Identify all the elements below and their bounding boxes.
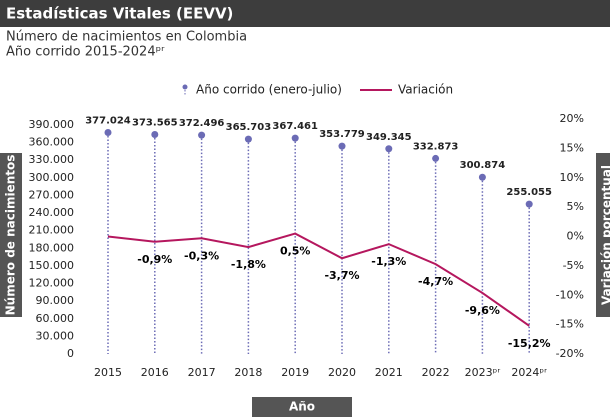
chart-subtitle: Año corrido 2015-2024ᵖʳ: [6, 45, 165, 60]
y-tick-label: 120.000: [29, 277, 75, 290]
y2-tick-label: 0%: [567, 230, 584, 243]
y2-tick-label: -20%: [556, 347, 584, 360]
data-label: -3,7%: [324, 269, 359, 282]
y2-tick-label: 20%: [560, 112, 584, 125]
y2-tick-label: 10%: [560, 171, 584, 184]
y-tick-label: 330.000: [29, 153, 75, 166]
legend-dot: [182, 84, 188, 90]
dot: [151, 131, 159, 139]
y2-axis-label: Variación porcentual: [600, 165, 610, 305]
dot: [198, 131, 206, 139]
x-tick-label: 2015: [94, 366, 122, 379]
dot: [338, 142, 346, 150]
x-label-box: [252, 397, 352, 417]
data-label: 377.024: [85, 115, 131, 126]
y2-tick-label: -5%: [563, 259, 584, 272]
x-tick-label: 2023ᵖʳ: [465, 366, 501, 379]
data-label: 300.874: [460, 160, 506, 171]
y2-tick-label: -10%: [556, 288, 584, 301]
y2-tick-label: -15%: [556, 318, 584, 331]
dot: [525, 200, 533, 208]
line: [107, 232, 530, 327]
x-tick-label: 2016: [141, 366, 169, 379]
data-label: 365.703: [226, 122, 272, 133]
x-tick-label: 2018: [234, 366, 262, 379]
dot: [104, 128, 112, 136]
data-label: 0,5%: [280, 245, 311, 258]
y-tick-label: 390.000: [29, 118, 75, 131]
data-label: 332.873: [413, 141, 459, 152]
data-label: 372.496: [179, 118, 225, 129]
legend-label: Variación: [398, 83, 453, 97]
y-tick-label: 0: [67, 347, 74, 360]
x-tick-label: 2024ᵖʳ: [511, 366, 547, 379]
header-bar: [0, 0, 610, 27]
y-tick-label: 240.000: [29, 206, 75, 219]
header: Estadísticas Vitales (EEVV): [6, 5, 233, 23]
data-label: -0,9%: [137, 253, 172, 266]
x-axis-label: Año: [289, 400, 315, 414]
data-label: -1,8%: [231, 258, 266, 271]
data-label: -9,6%: [465, 304, 500, 317]
data-label: 367.461: [272, 121, 318, 132]
x-tick-label: 2022: [422, 366, 450, 379]
x-tick-label: 2020: [328, 366, 356, 379]
y-tick-label: 270.000: [29, 188, 75, 201]
legend-label: Año corrido (enero-julio): [196, 83, 342, 97]
data-label: -1,3%: [371, 255, 406, 268]
dot: [385, 145, 393, 153]
y-tick-label: 180.000: [29, 241, 75, 254]
dot: [291, 134, 299, 142]
data-label: -4,7%: [418, 275, 453, 288]
data-label: 349.345: [366, 132, 412, 143]
y-axis-label: Número de nacimientos: [4, 155, 18, 316]
y2-tick-label: 5%: [567, 200, 584, 213]
dot: [478, 173, 486, 181]
y2-label-box: [596, 153, 610, 317]
data-label: 373.565: [132, 118, 178, 129]
data-label: -15,2%: [508, 337, 551, 350]
x-tick-label: 2019: [281, 366, 309, 379]
data-label: 353.779: [319, 129, 365, 140]
chart-title: Número de nacimientos en Colombia: [6, 30, 247, 45]
data-label: -0,3%: [184, 249, 219, 262]
x-tick-label: 2021: [375, 366, 403, 379]
y-tick-label: 210.000: [29, 224, 75, 237]
y-tick-label: 90.000: [36, 294, 75, 307]
y-tick-label: 30.000: [36, 329, 75, 342]
y-tick-label: 300.000: [29, 171, 75, 184]
y2-tick-label: 15%: [560, 141, 584, 154]
dot: [432, 154, 440, 162]
dot: [244, 135, 252, 143]
y-label-box: [0, 153, 22, 317]
y-tick-label: 60.000: [36, 312, 75, 325]
y-tick-label: 360.000: [29, 136, 75, 149]
x-tick-label: 2017: [188, 366, 216, 379]
data-label: 255.055: [506, 187, 552, 198]
y-tick-label: 150.000: [29, 259, 75, 272]
